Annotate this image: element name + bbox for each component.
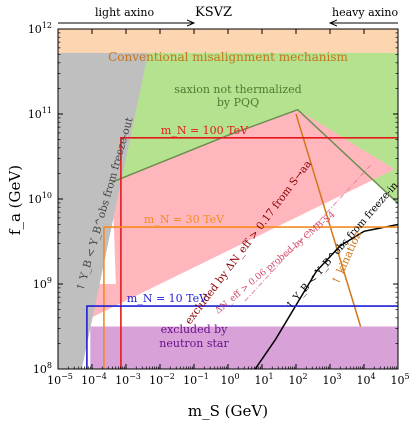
region-misalignment [58, 29, 398, 53]
cmb-s4-line [244, 164, 372, 302]
y-tick-label-8: 108 [33, 361, 52, 376]
top-label-light-axino: light axino [95, 6, 154, 19]
y-axis-title: f_a (GeV) [6, 165, 24, 235]
x-axis-title: m_S (GeV) [188, 402, 268, 420]
x-tick-label-5: 105 [390, 372, 409, 387]
mN-label-10TeV: m_N = 10 TeV [127, 292, 208, 305]
chart-title: KSVZ [195, 5, 232, 20]
x-tick-label--1: 10−1 [183, 372, 209, 387]
label-neutron-star-1: excluded by [161, 323, 229, 336]
x-tick-label-0: 100 [220, 372, 239, 387]
label-neutron-star-2: neutron star [159, 337, 229, 350]
x-tick-label-2: 102 [288, 372, 307, 387]
label-misalignment: Conventional misalignment mechanism [108, 50, 348, 64]
x-tick-label--2: 10−2 [149, 372, 175, 387]
mN-box-10TeV [86, 305, 398, 369]
mN-label-30TeV: m_N = 30 TeV [144, 213, 225, 226]
y-tick-label-9: 109 [33, 276, 52, 291]
label-saxion-2: by PQQ [217, 96, 259, 109]
region-saxion-not-thermalized [58, 52, 398, 204]
x-tick-label--4: 10−4 [81, 372, 107, 387]
x-tick-label-1: 101 [254, 372, 273, 387]
mN-label-100TeV: m_N = 100 TeV [161, 124, 249, 137]
region-neutron-star [90, 326, 398, 369]
kination-line [295, 113, 362, 327]
y-tick-label-12: 1012 [28, 21, 52, 36]
x-tick-label-4: 104 [356, 372, 375, 387]
x-tick-label-3: 103 [322, 372, 341, 387]
mN-box-30TeV [103, 226, 398, 369]
freeze-in-curve [254, 223, 398, 369]
top-label-heavy-axino: heavy axino [332, 6, 398, 19]
label-saxion-1: saxion not thermalized [174, 83, 301, 96]
x-tick-label--5: 10−5 [47, 372, 73, 387]
y-tick-label-10: 1010 [28, 191, 52, 206]
x-tick-label--3: 10−3 [115, 372, 141, 387]
region-grey-freeze-out [58, 52, 149, 369]
axis-ticks: 10−5 10−4 10−3 10−2 10−1 100 101 102 103 104 105 10… [28, 21, 410, 387]
y-tick-label-11: 1011 [28, 106, 52, 121]
mN-box-100TeV [120, 137, 398, 369]
saxion-boundary-line [112, 108, 398, 204]
